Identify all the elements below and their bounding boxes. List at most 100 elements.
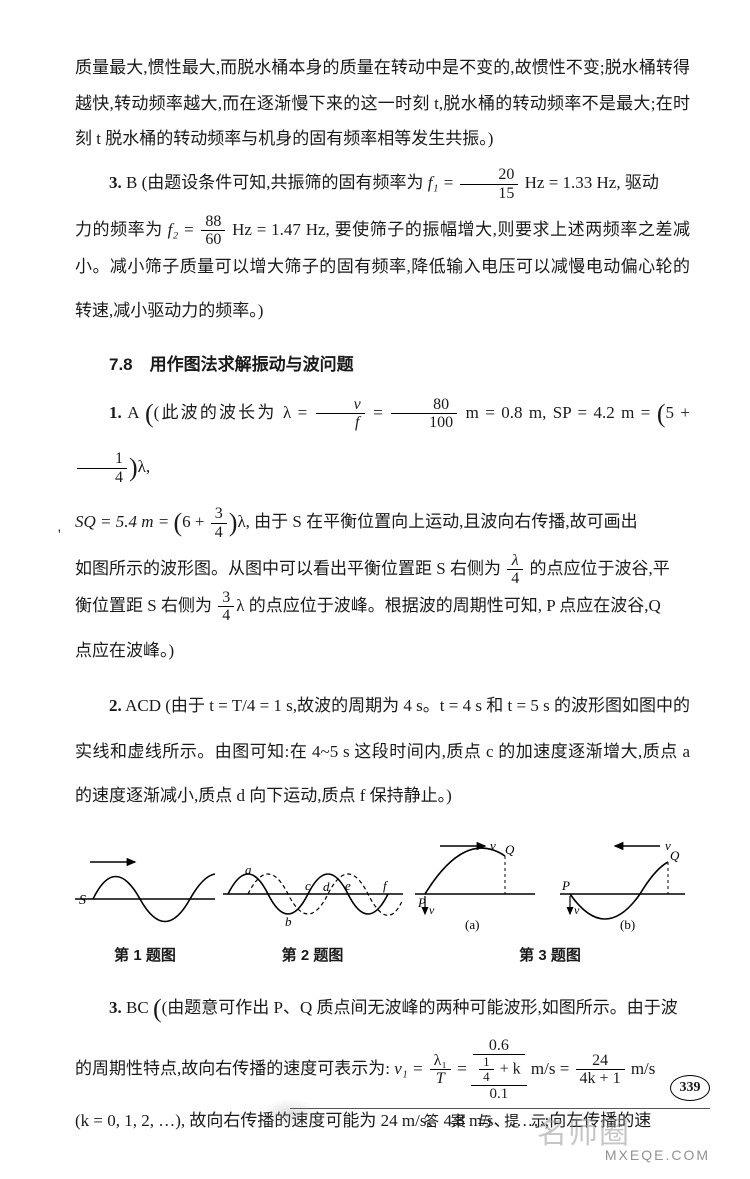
s78-q1-l4: 衡位置距 S 右侧为 34λ 的点应位于波峰。根据波的周期性可知, P 点应在波…	[75, 588, 690, 625]
open-paren4: (	[153, 994, 162, 1023]
cf-top: 0.614 + k	[471, 1037, 527, 1085]
cf-bot: 0.1	[471, 1085, 527, 1103]
q1-p1a: 5 +	[665, 403, 690, 422]
print-smudge	[260, 1099, 320, 1129]
q1-l3: 如图所示的波形图。从图中可以看出平衡位置距 S 右侧为	[75, 559, 505, 578]
q1-pre: (此波的波长为 λ =	[154, 403, 314, 422]
s78-q3-l1: 3. BC ((由题意可作出 P、Q 质点间无波峰的两种可能波形,如图所示。由于…	[75, 982, 690, 1037]
q3-line1: 3. B (由题设条件可知,共振筛的固有频率为 f₁ = 2015 Hz = 1…	[75, 157, 690, 212]
f2-den: 60	[201, 231, 225, 249]
section-title: 7.8 用作图法求解振动与波问题	[75, 347, 690, 383]
fig2-svg: a b c d e f	[223, 844, 403, 934]
q1-p2f: 34	[211, 505, 227, 541]
margin-tick: '	[58, 520, 61, 552]
q1-f1n: v	[316, 396, 365, 415]
q1-f3: λ4	[507, 552, 523, 588]
open-paren2: (	[145, 399, 154, 428]
s78-q3-l2: 的周期性特点,故向右传播的速度可表示为: v₁ = λ₁ T = 0.614 +…	[75, 1037, 690, 1103]
q3-text-a: (由题设条件可知,共振筛的固有频率为	[142, 173, 428, 192]
svg-text:d: d	[323, 879, 330, 894]
f1-den: 15	[460, 185, 518, 203]
s78-q1-l5: 点应在波峰。)	[75, 625, 690, 680]
q1-ans: A	[127, 403, 138, 422]
fig3a-Q: Q	[505, 842, 515, 857]
footer-text: 答 案 与 提 示	[424, 1107, 550, 1139]
q1-p2d: 4	[211, 524, 227, 542]
q1-l4b: λ 的点应位于波峰。根据波的周期性可知, P 点应在波谷,Q	[236, 596, 661, 615]
fig1-label: 第 1 题图	[75, 940, 215, 972]
q1-frac2: 80100	[391, 396, 457, 432]
q3b-unit: m/s =	[531, 1059, 574, 1078]
svg-text:f: f	[383, 878, 389, 893]
q1-frac1: vf	[316, 396, 365, 432]
svg-text:b: b	[285, 914, 292, 929]
figure-2: a b c d e f 第 2 题图	[223, 844, 403, 972]
cfmp: + k	[496, 1061, 521, 1078]
page-number: 339	[670, 1075, 710, 1101]
cfmn: 1	[479, 1055, 494, 1070]
q1-f2d: 100	[391, 414, 457, 432]
q3-line2: 力的频率为 f₂ = 8860 Hz = 1.47 Hz, 要使筛子的振幅增大,…	[75, 212, 690, 339]
lp2: (	[174, 508, 183, 537]
q1-eq: =	[367, 403, 389, 422]
f1-label: f₁ =	[428, 173, 459, 192]
q1-t1: λ,	[138, 457, 151, 476]
svg-text:c: c	[305, 878, 311, 893]
s78-q1-l2: SQ = 5.4 m = (6 + 34)λ, 由于 S 在平衡位置向上运动,且…	[75, 496, 690, 551]
fig3a-label: (a)	[465, 917, 479, 932]
fig1-S: S	[79, 893, 86, 908]
q3b-v1: v₁ =	[394, 1059, 427, 1078]
q1-mid: m = 0.8 m, SP = 4.2 m =	[459, 403, 657, 422]
q1-l3b: 的点应位于波谷,平	[525, 559, 670, 578]
cf-top1: 0.6	[473, 1037, 525, 1056]
q1-f2n: 80	[391, 396, 457, 415]
q1-p1f: 14	[77, 450, 127, 486]
bf-num: λ₁	[430, 1052, 451, 1071]
q2-text: (由于 t = T/4 = 1 s,故波的周期为 4 s。t = 4 s 和 t…	[75, 696, 690, 805]
cfmd: 4	[479, 1070, 494, 1084]
q3-text-b: 力的频率为	[75, 220, 168, 239]
q1-l5: 点应在波峰。)	[75, 641, 174, 660]
figure-1: S 第 1 题图	[75, 844, 215, 972]
page: 质量最大,惯性最大,而脱水桶本身的质量在转动中是不变的,故惯性不变;脱水桶转得越…	[0, 0, 750, 1179]
q1-f3n: λ	[507, 552, 523, 571]
rp1: )	[129, 453, 138, 482]
q1-f4n: 3	[218, 589, 234, 608]
figure-3: v Q P v (a) v Q P v (b) 第	[410, 834, 690, 972]
q1-p2n: 3	[211, 505, 227, 524]
f1-tail: Hz = 1.33 Hz, 驱动	[520, 173, 658, 192]
s78-q1-l1: 1. A ((此波的波长为 λ = vf = 80100 m = 0.8 m, …	[75, 387, 690, 496]
f1-num: 20	[460, 166, 518, 185]
cf-mid-frac: 14	[479, 1055, 494, 1085]
q2-num: 2.	[109, 696, 122, 715]
q1-f4d: 4	[218, 607, 234, 625]
q1-f1d: f	[316, 414, 365, 432]
svg-text:v: v	[429, 903, 435, 917]
svg-text:e: e	[345, 878, 351, 893]
f1-frac: 2015	[460, 166, 518, 202]
q3b-num: 3.	[109, 998, 122, 1017]
q1-f4: 34	[218, 589, 234, 625]
fig1-svg: S	[75, 844, 215, 934]
f2-frac: 8860	[201, 213, 225, 249]
f2-num: 88	[201, 213, 225, 232]
f2-label: f₂ =	[168, 220, 200, 239]
intro-paragraph: 质量最大,惯性最大,而脱水桶本身的质量在转动中是不变的,故惯性不变;脱水桶转得越…	[75, 50, 690, 157]
q1-f3d: 4	[507, 570, 523, 588]
rfn: 24	[576, 1052, 625, 1071]
fig2-label: 第 2 题图	[223, 940, 403, 972]
svg-text:v: v	[574, 903, 580, 917]
big-frac-left: λ₁ T	[430, 1052, 451, 1088]
fig3-svg: v Q P v (a) v Q P v (b)	[410, 834, 690, 934]
watermark-url: MXEQE.COM	[605, 1141, 710, 1170]
q1-num: 1.	[109, 403, 122, 422]
q3b-ans: BC	[126, 998, 149, 1017]
s78-q1-l3: 如图所示的波形图。从图中可以看出平衡位置距 S 右侧为 λ4 的点应位于波谷,平	[75, 551, 690, 588]
bf-den: T	[430, 1070, 451, 1088]
right-frac: 244k + 1	[576, 1052, 625, 1088]
q1-p2a: 6 +	[182, 512, 209, 531]
q1-p1n: 1	[77, 450, 127, 469]
fig3-label: 第 3 题图	[410, 940, 690, 972]
q3b-unit2: m/s	[631, 1059, 656, 1078]
cf-mid: 14 + k	[473, 1055, 525, 1085]
